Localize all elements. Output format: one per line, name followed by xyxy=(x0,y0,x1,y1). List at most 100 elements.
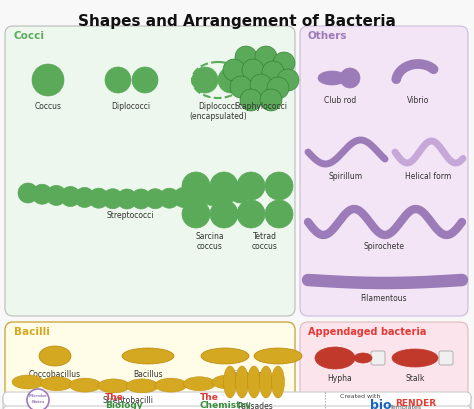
Text: Stalk: Stalk xyxy=(405,374,425,383)
Ellipse shape xyxy=(259,366,273,398)
Text: Bacillus: Bacillus xyxy=(133,370,163,379)
Ellipse shape xyxy=(183,377,215,391)
Ellipse shape xyxy=(212,375,244,389)
Circle shape xyxy=(202,185,222,205)
Ellipse shape xyxy=(254,348,302,364)
Circle shape xyxy=(216,184,236,204)
FancyBboxPatch shape xyxy=(3,396,471,409)
Ellipse shape xyxy=(354,353,372,363)
FancyBboxPatch shape xyxy=(371,351,385,365)
Circle shape xyxy=(182,200,210,228)
Circle shape xyxy=(210,200,238,228)
Text: Spirochete: Spirochete xyxy=(364,242,404,251)
Ellipse shape xyxy=(318,71,346,85)
Text: Templates: Templates xyxy=(390,405,422,409)
Circle shape xyxy=(273,52,295,74)
Ellipse shape xyxy=(315,347,355,369)
FancyBboxPatch shape xyxy=(439,351,453,365)
Circle shape xyxy=(105,67,131,93)
Text: Palisades: Palisades xyxy=(237,402,273,409)
Circle shape xyxy=(192,67,218,93)
Text: Appendaged bacteria: Appendaged bacteria xyxy=(308,327,427,337)
Text: Streptobacilli: Streptobacilli xyxy=(102,396,154,405)
Text: The: The xyxy=(200,393,219,402)
Circle shape xyxy=(230,76,252,98)
Text: bio: bio xyxy=(370,399,392,409)
Circle shape xyxy=(27,389,49,409)
Circle shape xyxy=(131,189,151,209)
Text: Filamentous: Filamentous xyxy=(361,294,407,303)
Text: Chemistry: Chemistry xyxy=(200,401,252,409)
Circle shape xyxy=(267,77,289,99)
Ellipse shape xyxy=(247,366,261,398)
Ellipse shape xyxy=(126,379,158,393)
Circle shape xyxy=(265,172,293,200)
Circle shape xyxy=(32,64,64,96)
Ellipse shape xyxy=(272,366,284,398)
FancyBboxPatch shape xyxy=(3,404,471,409)
Circle shape xyxy=(265,200,293,228)
Text: Diplobacilli: Diplobacilli xyxy=(230,370,272,379)
Circle shape xyxy=(237,172,265,200)
Ellipse shape xyxy=(392,349,438,367)
Text: Sarcina
coccus: Sarcina coccus xyxy=(196,232,224,252)
Ellipse shape xyxy=(224,366,237,398)
Text: Hypha: Hypha xyxy=(328,374,352,383)
Circle shape xyxy=(18,183,38,203)
Circle shape xyxy=(117,189,137,209)
Text: Streptococci: Streptococci xyxy=(106,211,154,220)
Text: Others: Others xyxy=(308,31,347,41)
Ellipse shape xyxy=(236,366,248,398)
Text: Coccus: Coccus xyxy=(35,102,62,111)
Text: Notes: Notes xyxy=(31,400,45,404)
Circle shape xyxy=(237,200,265,228)
FancyBboxPatch shape xyxy=(300,322,468,400)
FancyBboxPatch shape xyxy=(5,322,295,400)
FancyBboxPatch shape xyxy=(5,26,295,316)
Text: The: The xyxy=(105,393,124,402)
Text: Vibrio: Vibrio xyxy=(407,96,429,105)
Text: Diplococci: Diplococci xyxy=(111,102,151,111)
Circle shape xyxy=(89,188,109,208)
Text: Tetrad
coccus: Tetrad coccus xyxy=(252,232,278,252)
Circle shape xyxy=(32,184,52,204)
Circle shape xyxy=(74,187,94,207)
Text: Created with: Created with xyxy=(340,394,380,399)
Circle shape xyxy=(218,67,244,93)
Text: Shapes and Arrangement of Bacteria: Shapes and Arrangement of Bacteria xyxy=(78,14,396,29)
Circle shape xyxy=(60,187,81,207)
Circle shape xyxy=(188,187,208,207)
Ellipse shape xyxy=(155,378,187,392)
Text: Spirillum: Spirillum xyxy=(329,172,363,181)
Circle shape xyxy=(242,59,264,81)
Circle shape xyxy=(173,187,193,207)
Circle shape xyxy=(223,59,245,81)
Circle shape xyxy=(145,189,165,209)
Ellipse shape xyxy=(12,375,44,389)
Circle shape xyxy=(210,172,238,200)
Circle shape xyxy=(159,188,179,208)
Circle shape xyxy=(182,172,210,200)
Circle shape xyxy=(46,185,66,205)
Circle shape xyxy=(132,67,158,93)
FancyBboxPatch shape xyxy=(3,392,471,406)
Ellipse shape xyxy=(122,348,174,364)
Ellipse shape xyxy=(39,346,71,366)
FancyBboxPatch shape xyxy=(300,26,468,316)
Circle shape xyxy=(262,61,284,83)
Ellipse shape xyxy=(69,378,101,392)
Circle shape xyxy=(260,89,282,111)
Text: Biology: Biology xyxy=(105,401,143,409)
Circle shape xyxy=(235,46,257,68)
Text: Bacilli: Bacilli xyxy=(14,327,50,337)
Ellipse shape xyxy=(201,348,249,364)
Circle shape xyxy=(240,89,262,111)
Circle shape xyxy=(230,183,250,203)
Text: Diplococci
(encapsulated): Diplococci (encapsulated) xyxy=(189,102,247,121)
Text: Coccobacillus: Coccobacillus xyxy=(29,370,81,379)
Text: RENDER: RENDER xyxy=(395,399,436,408)
Circle shape xyxy=(255,46,277,68)
Text: Cocci: Cocci xyxy=(14,31,45,41)
Text: Staphylococci: Staphylococci xyxy=(235,102,288,111)
Text: Microbe: Microbe xyxy=(28,394,47,398)
